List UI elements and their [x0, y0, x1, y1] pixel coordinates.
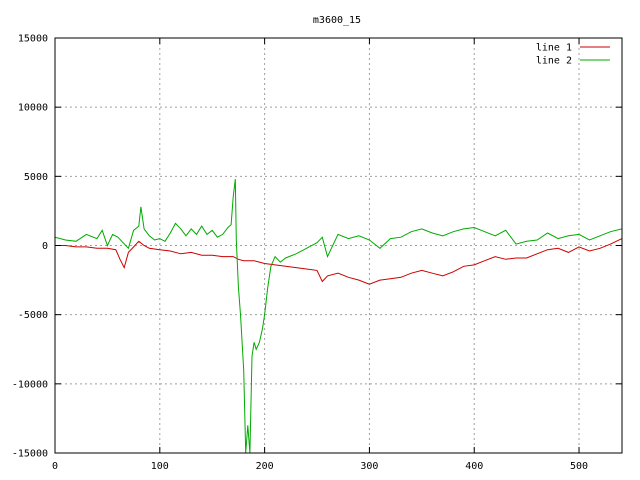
y-tick-label: -10000 — [12, 379, 48, 390]
y-tick-label: -15000 — [12, 449, 48, 460]
y-tick-label: 15000 — [18, 34, 48, 45]
y-tick-label: -5000 — [18, 310, 48, 321]
axis-ticks: -15000 -10000 -5000 0 5000 10000 15000 0 100 200 3… — [12, 34, 622, 472]
x-tick-label: 100 — [151, 461, 169, 472]
grid-lines — [55, 38, 622, 453]
series-layer — [55, 179, 622, 453]
legend-label-2: line 2 — [536, 56, 572, 67]
x-tick-label: 500 — [570, 461, 588, 472]
x-tick-label: 200 — [256, 461, 274, 472]
x-tick-label: 400 — [465, 461, 483, 472]
x-tick-label: 0 — [52, 461, 58, 472]
series-line-2 — [55, 179, 622, 453]
legend: line 1 line 2 — [536, 43, 610, 67]
series-line-1 — [55, 238, 622, 285]
x-tick-label: 300 — [360, 461, 378, 472]
chart-title: m3600_15 — [313, 15, 361, 26]
legend-label-1: line 1 — [536, 43, 572, 54]
y-tick-label: 5000 — [24, 172, 48, 183]
y-tick-label: 10000 — [18, 103, 48, 114]
y-tick-label: 0 — [42, 241, 48, 252]
